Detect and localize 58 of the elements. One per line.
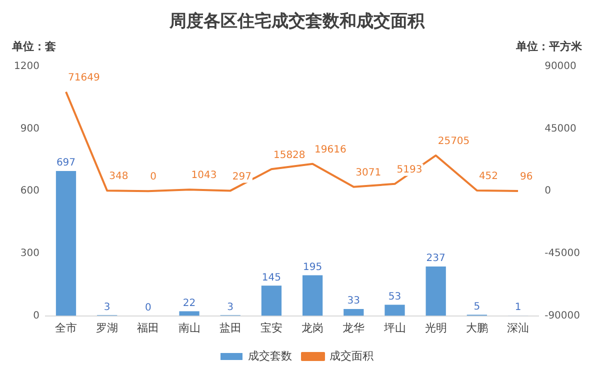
- data-label: 5193: [396, 164, 422, 176]
- data-label: 25705: [438, 136, 470, 148]
- y-tick-label: 900: [20, 123, 40, 134]
- x-tick-label: 深汕: [507, 321, 530, 334]
- data-label: 15828: [273, 150, 306, 161]
- data-label: 1043: [191, 170, 217, 182]
- y-tick-label: 1200: [14, 60, 40, 72]
- data-label: 452: [478, 171, 498, 182]
- data-label: 53: [388, 291, 402, 302]
- x-tick-label: 龙岗: [302, 321, 324, 334]
- data-label: 145: [262, 272, 282, 284]
- x-tick-label: 光明: [424, 321, 447, 334]
- data-label: 3: [104, 302, 110, 313]
- x-tick-label: 盐田: [219, 321, 242, 334]
- bar: [384, 304, 405, 316]
- x-tick-label: 大鹏: [466, 321, 488, 334]
- data-label: 1: [514, 302, 522, 314]
- bar: [179, 311, 200, 316]
- y-tick-label: 300: [20, 248, 40, 260]
- y2-tick-label: 45000: [544, 123, 576, 134]
- data-label: 237: [426, 253, 446, 264]
- data-label: 3: [227, 302, 234, 313]
- bar: [261, 286, 282, 316]
- bar: [56, 170, 76, 316]
- y-tick-label: 600: [20, 186, 40, 197]
- legend-label: 成交面积: [330, 349, 374, 362]
- y2-tick-label: 0: [544, 186, 551, 197]
- data-label: 348: [109, 171, 128, 182]
- data-label: 297: [232, 171, 252, 182]
- data-label: 697: [56, 158, 76, 169]
- data-label: 96: [520, 172, 533, 183]
- x-tick-label: 宝安: [260, 321, 282, 334]
- data-label: 22: [182, 298, 196, 309]
- bar: [426, 266, 446, 316]
- y2-tick-label: 90000: [544, 60, 576, 72]
- x-tick-label: 罗湖: [96, 321, 118, 334]
- chart-title: 周度各区住宅成交套数和成交面积: [168, 12, 426, 32]
- bar: [302, 275, 323, 316]
- data-label: 33: [347, 296, 360, 307]
- data-label: 71649: [68, 72, 100, 84]
- x-tick-label: 坪山: [382, 321, 406, 334]
- data-label: 19616: [314, 144, 346, 156]
- data-label: 5: [474, 301, 480, 312]
- x-tick-label: 全市: [54, 321, 77, 334]
- data-label: 195: [303, 262, 322, 273]
- data-label: 0: [144, 302, 152, 314]
- data-label: 0: [150, 172, 157, 183]
- x-tick-label: 福田: [137, 321, 160, 334]
- data-label: 3071: [356, 167, 382, 178]
- legend-label: 成交套数: [248, 349, 292, 362]
- bar: [344, 308, 364, 316]
- y2-tick-label: -90000: [544, 310, 580, 322]
- y2-axis-title: 单位：平方米: [515, 40, 583, 53]
- y-axis-title: 单位：套: [11, 40, 56, 53]
- x-tick-label: 龙华: [342, 321, 365, 334]
- y-tick-label: 0: [33, 310, 40, 322]
- x-tick-label: 南山: [178, 321, 200, 334]
- y2-tick-label: -45000: [544, 248, 580, 260]
